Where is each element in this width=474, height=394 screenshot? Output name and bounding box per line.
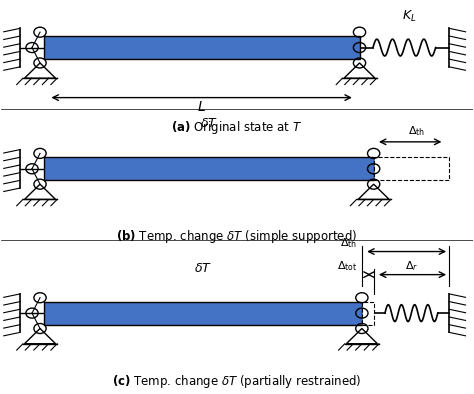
Text: $\Delta_{\rm th}$: $\Delta_{\rm th}$ (340, 236, 357, 250)
Text: $K_L$: $K_L$ (402, 9, 416, 24)
Text: $\mathbf{(a)}$ Original state at $T$: $\mathbf{(a)}$ Original state at $T$ (172, 119, 302, 136)
Text: $\Delta_r$: $\Delta_r$ (405, 259, 418, 273)
Text: $\delta T$: $\delta T$ (194, 262, 212, 275)
Text: $\delta T$: $\delta T$ (200, 117, 218, 130)
FancyBboxPatch shape (362, 301, 374, 325)
FancyBboxPatch shape (374, 157, 449, 180)
FancyBboxPatch shape (44, 157, 374, 180)
FancyBboxPatch shape (44, 36, 359, 59)
Text: $\Delta_{\rm th}$: $\Delta_{\rm th}$ (408, 124, 425, 138)
Text: $L$: $L$ (197, 100, 206, 113)
FancyBboxPatch shape (44, 301, 362, 325)
Text: $\Delta_{\rm tot}$: $\Delta_{\rm tot}$ (337, 259, 357, 273)
Text: $\mathbf{(c)}$ Temp. change $\delta T$ (partially restrained): $\mathbf{(c)}$ Temp. change $\delta T$ (… (112, 373, 362, 390)
Text: $\mathbf{(b)}$ Temp. change $\delta T$ (simple supported): $\mathbf{(b)}$ Temp. change $\delta T$ (… (117, 229, 357, 245)
